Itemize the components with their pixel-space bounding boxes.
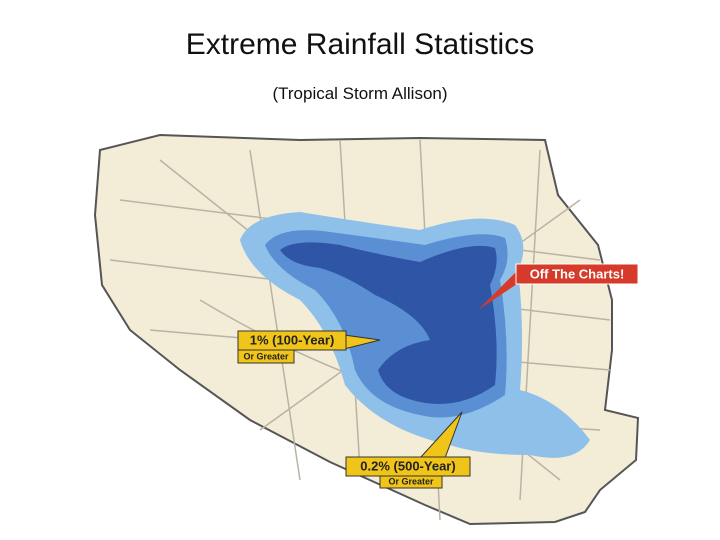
callout-box: [379, 475, 443, 489]
rain-zone-off-charts: [280, 242, 497, 404]
slide-subtitle: (Tropical Storm Allison): [272, 84, 448, 103]
callout-sublabel: Or Greater: [243, 351, 289, 361]
callout-box: [237, 349, 295, 364]
callout-label: Off The Charts!: [530, 266, 625, 281]
pointer-off-charts: [478, 268, 520, 310]
callout-sublabel: Or Greater: [388, 476, 434, 486]
callout-box: [515, 263, 639, 285]
callout-label: 0.2% (500-Year): [360, 458, 455, 473]
callout-label: 1% (100-Year): [250, 332, 335, 347]
slide-title: Extreme Rainfall Statistics: [185, 28, 535, 61]
